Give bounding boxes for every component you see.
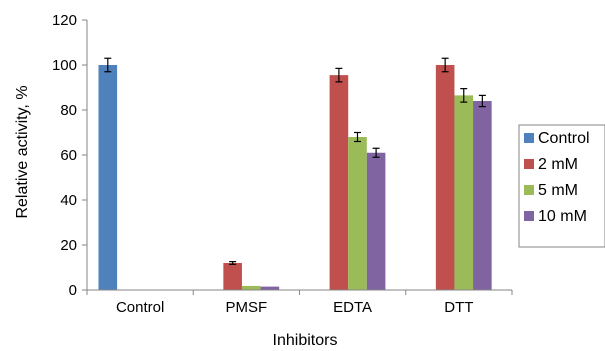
legend-label: 5 mM [538, 182, 578, 199]
y-axis-title: Relative activity, % [14, 85, 31, 218]
error-bars [104, 58, 486, 264]
bar [473, 101, 492, 290]
bar [348, 137, 367, 290]
y-axis-ticks: 0 20 40 60 80 100 120 [52, 12, 87, 299]
legend-swatch [524, 133, 534, 143]
y-tick-label: 0 [69, 282, 77, 299]
bar [223, 263, 242, 290]
bar [454, 95, 473, 290]
legend: Control 2 mM 5 mM 10 mM [519, 125, 605, 247]
y-tick-label: 60 [60, 147, 77, 164]
legend-swatch [524, 185, 534, 195]
bar [261, 287, 280, 290]
bar [367, 153, 386, 290]
legend-label: Control [538, 130, 590, 147]
x-tick-label: Control [116, 299, 164, 316]
legend-label: 10 mM [538, 208, 587, 225]
x-axis-ticks: Control PMSF EDTA DTT [87, 290, 512, 316]
y-tick-label: 40 [60, 192, 77, 209]
bar [99, 65, 118, 290]
bar [330, 75, 349, 290]
x-tick-label: EDTA [333, 299, 372, 316]
y-tick-label: 100 [52, 57, 77, 74]
legend-swatch [524, 211, 534, 221]
legend-swatch [524, 159, 534, 169]
x-axis-title: Inhibitors [273, 332, 338, 349]
y-tick-label: 20 [60, 237, 77, 254]
x-tick-label: PMSF [226, 299, 268, 316]
y-tick-label: 80 [60, 102, 77, 119]
bar [242, 286, 261, 290]
y-tick-label: 120 [52, 12, 77, 29]
bar [436, 65, 455, 290]
x-tick-label: DTT [444, 299, 473, 316]
legend-label: 2 mM [538, 156, 578, 173]
bars [99, 65, 492, 290]
